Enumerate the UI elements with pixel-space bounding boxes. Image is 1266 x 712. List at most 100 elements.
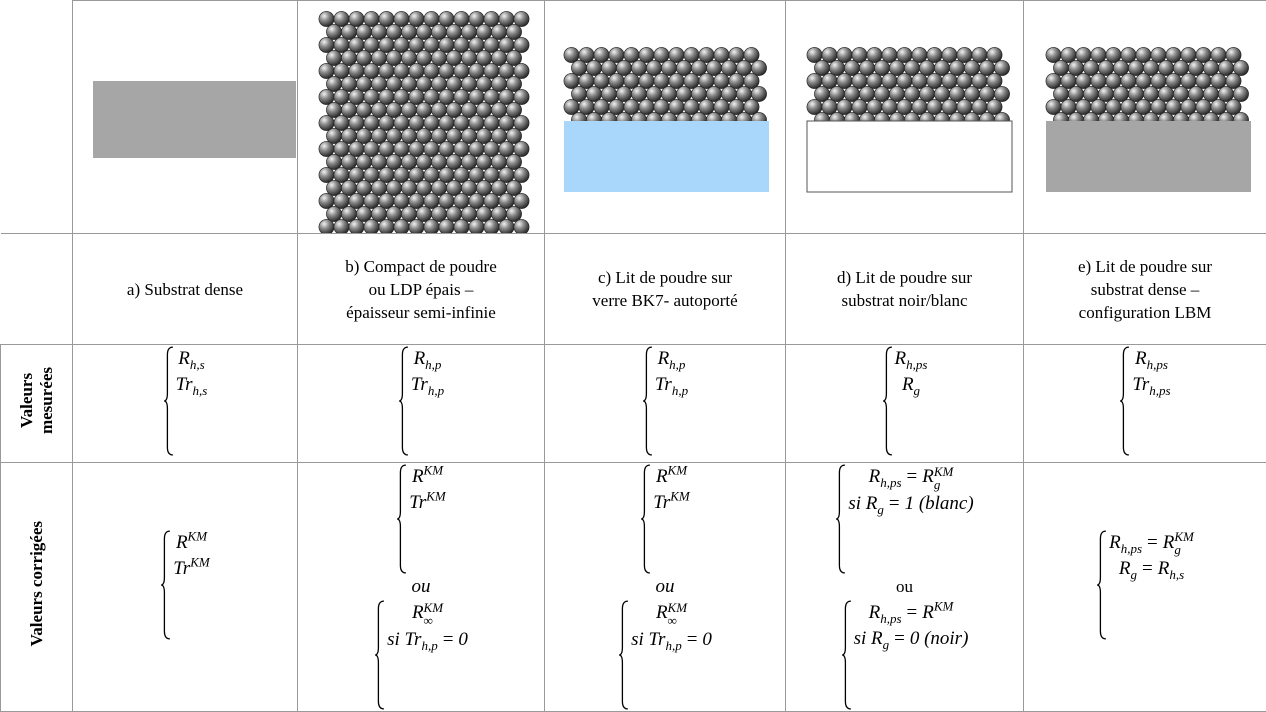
equation-line: Rh,p (658, 346, 686, 372)
particle (484, 141, 499, 156)
particle (1166, 47, 1181, 62)
particle (454, 89, 469, 104)
particle (837, 99, 852, 114)
math-symbol: si Tr (631, 629, 665, 650)
particle (729, 73, 744, 88)
subscript: h,p (669, 357, 685, 372)
particle (506, 24, 521, 39)
particle (386, 76, 401, 91)
dense-substrate (93, 81, 296, 158)
particle (454, 37, 469, 52)
particle (454, 193, 469, 208)
math-symbol: R (658, 348, 670, 369)
particle (699, 99, 714, 114)
particle (334, 37, 349, 52)
particle (1113, 60, 1128, 75)
particle (829, 86, 844, 101)
brace-path (883, 347, 892, 455)
particle (409, 167, 424, 182)
particle (409, 89, 424, 104)
particle (919, 60, 934, 75)
particle (1046, 99, 1061, 114)
particle (334, 89, 349, 104)
particle (699, 47, 714, 62)
particle (897, 99, 912, 114)
particle (691, 86, 706, 101)
brace (841, 600, 852, 710)
particle (349, 193, 364, 208)
particle (751, 86, 766, 101)
particle (476, 128, 491, 143)
particle (669, 47, 684, 62)
subscript: h,p (428, 383, 444, 398)
particle (721, 60, 736, 75)
brace (398, 346, 409, 456)
particle (394, 115, 409, 130)
particle (579, 73, 594, 88)
math-symbol: 0 (458, 629, 468, 650)
particle (469, 193, 484, 208)
particle (386, 206, 401, 221)
subscript: h,ps (906, 357, 927, 372)
row-header-text: Valeurs corrigées (27, 521, 47, 646)
particle (416, 154, 431, 169)
particle (736, 86, 751, 101)
math-symbol: = (902, 466, 923, 487)
particle (601, 86, 616, 101)
particle (564, 47, 579, 62)
particle (484, 37, 499, 52)
particle (476, 76, 491, 91)
connector-word: ou (412, 575, 431, 599)
particle (431, 128, 446, 143)
equation-line: Rh,p (414, 346, 442, 372)
equation-line: si Rg=1 (blanc) (848, 491, 973, 517)
particle (571, 60, 586, 75)
particle (439, 167, 454, 182)
particle (564, 99, 579, 114)
particle (364, 89, 379, 104)
particle (416, 206, 431, 221)
particle (334, 115, 349, 130)
particle (972, 99, 987, 114)
particle (1173, 60, 1188, 75)
brace (618, 600, 629, 710)
brace (396, 464, 407, 574)
particle (454, 167, 469, 182)
particle (431, 50, 446, 65)
particle (379, 11, 394, 26)
superscript: KM (190, 554, 210, 569)
particle (912, 47, 927, 62)
particle (461, 128, 476, 143)
particle (1151, 47, 1166, 62)
illustration (545, 1, 786, 233)
particle (706, 60, 721, 75)
math-symbol: si R (848, 493, 877, 514)
particle (1181, 73, 1196, 88)
label-line: substrat noir/blanc (786, 289, 1023, 312)
particle (646, 86, 661, 101)
particle (994, 60, 1009, 75)
particle (639, 47, 654, 62)
particle (1068, 60, 1083, 75)
particle (1091, 99, 1106, 114)
particle (491, 128, 506, 143)
particle (401, 76, 416, 91)
particle (912, 73, 927, 88)
particle (319, 115, 334, 130)
particle (1083, 86, 1098, 101)
particle (341, 128, 356, 143)
brace-path (842, 601, 851, 709)
math-symbol: 0 (noir) (910, 628, 969, 649)
particle (1196, 47, 1211, 62)
subscript: ∞ (668, 614, 688, 627)
particle (684, 47, 699, 62)
particle (439, 115, 454, 130)
